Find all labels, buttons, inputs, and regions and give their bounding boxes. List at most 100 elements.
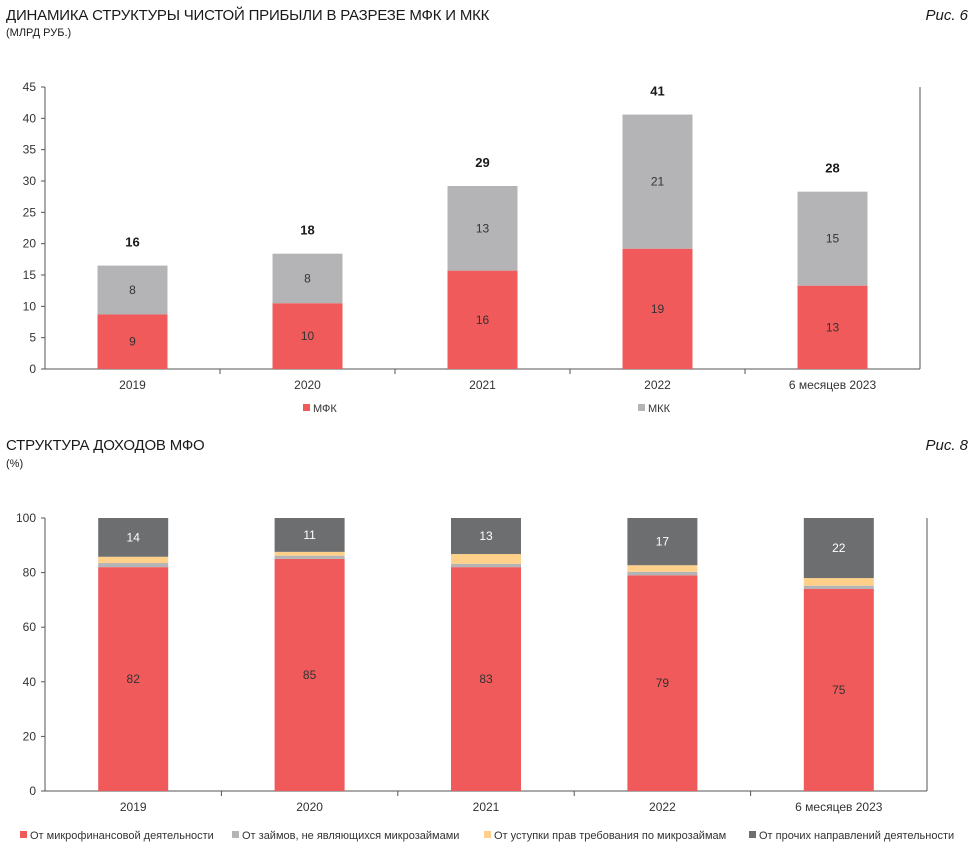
chart2-bar-b [803, 585, 874, 589]
chart1-subtitle: (МЛРД РУБ.) [6, 27, 72, 39]
chart2-y-tick-label: 0 [29, 784, 36, 798]
chart2-y-tick-label: 60 [23, 620, 37, 634]
chart2-data-label: 11 [303, 528, 316, 542]
chart1-data-label: 13 [476, 221, 490, 235]
chart1-data-label: 8 [129, 283, 136, 297]
chart1-bar-a [97, 314, 168, 369]
chart2-data-label: 82 [127, 672, 141, 686]
chart1-y-tick-label: 10 [23, 299, 37, 313]
chart2-bar-b [451, 563, 521, 568]
chart2-legend-swatch [232, 831, 239, 838]
chart2-data-label: 17 [656, 535, 670, 549]
chart1-x-tick-label: 2022 [644, 378, 671, 392]
chart2-data-label: 85 [303, 668, 317, 682]
chart1-data-label: 9 [129, 335, 136, 349]
chart2-legend-label: От уступки прав требования по микрозайма… [494, 830, 726, 842]
chart2-legend-swatch [749, 831, 756, 838]
chart1-data-label: 13 [826, 320, 840, 334]
chart2-data-label: 75 [832, 683, 846, 697]
chart2-bar-d [627, 518, 698, 566]
chart2-subtitle: (%) [6, 458, 24, 470]
chart1-legend-swatch [303, 404, 310, 411]
chart2-data-label: 13 [479, 529, 493, 543]
chart2-bar-d [803, 518, 874, 579]
chart1-y-tick-label: 15 [23, 268, 37, 282]
chart1-total-label: 18 [300, 223, 314, 238]
chart2-bar-c [274, 551, 345, 556]
chart1-data-label: 16 [476, 313, 490, 327]
chart2-data-label: 22 [832, 541, 846, 555]
chart2-bar-b [274, 555, 345, 559]
chart1-data-label: 19 [651, 302, 665, 316]
chart1-bar-a [272, 303, 343, 369]
chart2-bar-b [98, 563, 169, 568]
chart2-figure-label: Рис. 8 [925, 437, 968, 454]
chart2-legend-label: От займов, не являющихся микрозаймами [242, 830, 459, 842]
chart2-legend-label: От микрофинансовой деятельности [30, 830, 214, 842]
chart2-bar-a [98, 567, 169, 791]
chart2-legend-label: От прочих направлений деятельности [759, 830, 954, 842]
chart2-bar-a [627, 575, 698, 791]
chart2-x-tick-label: 2021 [473, 800, 500, 814]
chart2-x-tick-label: 6 месяцев 2023 [795, 800, 883, 814]
chart2-y-tick-label: 100 [16, 511, 36, 525]
chart1-bar-b [272, 253, 343, 304]
chart2-bar-b [627, 571, 698, 576]
chart1-plot: 0 5 10 15 20 25 30 35 40 45 2019 2020 2021 2022 6 меся… [23, 80, 921, 415]
chart2-bar-a [451, 567, 521, 791]
chart1-x-tick-label: 2020 [294, 378, 321, 392]
chart1-y-tick-label: 45 [23, 80, 37, 94]
chart1-y-tick-label: 30 [23, 174, 37, 188]
chart2-bar-a [803, 588, 874, 791]
chart1-figure-label: Рис. 6 [925, 7, 968, 24]
chart1-x-tick-label: 2019 [119, 378, 146, 392]
chart2-bar-d [451, 518, 521, 555]
chart2-data-label: 83 [479, 672, 493, 686]
chart1-data-label: 15 [826, 232, 840, 246]
chart1-x-tick-label: 2021 [469, 378, 496, 392]
chart1-bar-b [97, 265, 168, 315]
chart2-bar-c [627, 565, 698, 572]
chart2-bar-d [98, 518, 169, 557]
chart2-data-label: 79 [656, 676, 670, 690]
chart2-data-label: 14 [127, 530, 141, 544]
chart2-bar-c [451, 554, 521, 564]
chart1-legend-label: МФК [313, 403, 337, 415]
chart1-y-tick-label: 35 [23, 143, 37, 157]
chart1-total-label: 29 [475, 155, 489, 170]
chart1-bar-b [797, 191, 868, 286]
chart1-x-tick-label: 6 месяцев 2023 [789, 378, 877, 392]
chart2-plot: 0 20 40 60 80 100 2019 2020 2021 2022 6 месяцев 20… [16, 511, 954, 842]
chart1-bar-b [447, 186, 518, 271]
chart1-total-label: 41 [650, 84, 664, 99]
chart1-y-tick-label: 20 [23, 237, 37, 251]
chart1-legend-label: МКК [648, 403, 671, 415]
chart2-bar-a [274, 558, 345, 791]
chart2-y-tick-label: 80 [23, 566, 37, 580]
chart2-legend-swatch [20, 831, 27, 838]
chart1-bar-a [622, 248, 693, 369]
chart1-y-tick-label: 25 [23, 205, 37, 219]
chart2-bar-c [803, 578, 874, 586]
chart2-title: СТРУКТУРА ДОХОДОВ МФО [6, 437, 205, 454]
chart1-title: ДИНАМИКА СТРУКТУРЫ ЧИСТОЙ ПРИБЫЛИ В РАЗР… [6, 7, 490, 24]
chart1-y-tick-label: 5 [29, 331, 36, 345]
chart1-bar-a [447, 270, 518, 369]
chart2-x-tick-label: 2019 [120, 800, 147, 814]
chart1-y-tick-label: 40 [23, 111, 37, 125]
chart1-data-label: 21 [651, 175, 665, 189]
chart1-legend-swatch [638, 404, 645, 411]
chart2-bar-d [274, 518, 345, 552]
chart2-y-tick-label: 40 [23, 675, 37, 689]
chart2-y-tick-label: 20 [23, 729, 37, 743]
chart2-legend-swatch [484, 831, 491, 838]
chart1-y-tick-label: 0 [29, 362, 36, 376]
chart1-bar-b [622, 114, 693, 249]
chart1-total-label: 16 [125, 235, 139, 250]
chart1-bar-a [797, 285, 868, 369]
chart2-bar-c [98, 556, 169, 564]
chart2-x-tick-label: 2020 [296, 800, 323, 814]
chart1-total-label: 28 [825, 161, 839, 176]
chart1-data-label: 8 [304, 271, 311, 285]
chart2-x-tick-label: 2022 [649, 800, 676, 814]
